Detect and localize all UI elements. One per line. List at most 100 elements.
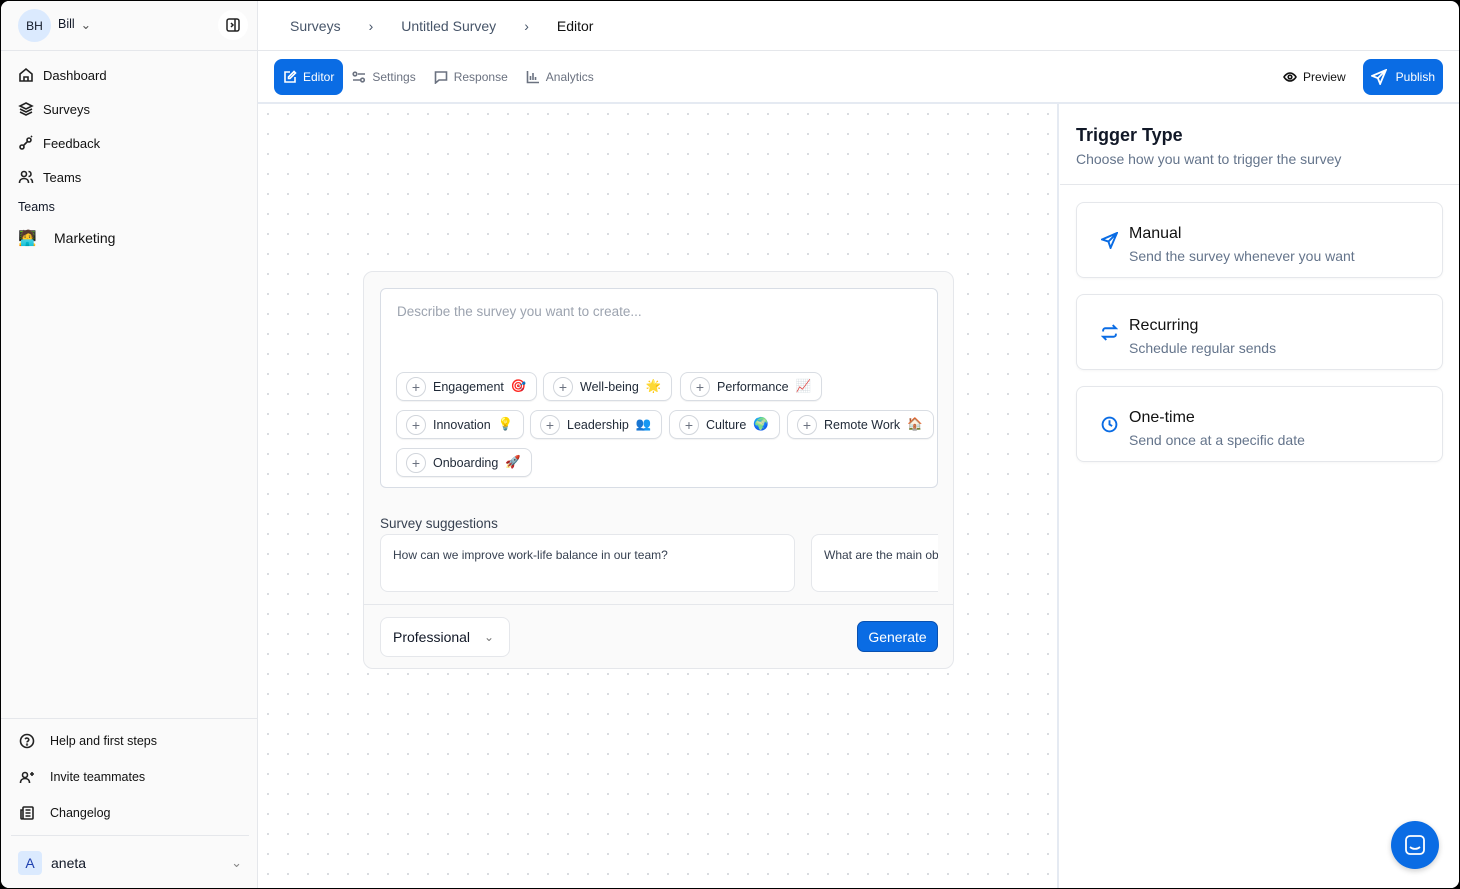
label: Marketing <box>54 230 116 246</box>
sidebar-item-surveys[interactable]: Surveys <box>18 101 90 117</box>
label: Engagement <box>433 379 504 394</box>
invite-link[interactable]: Invite teammates <box>19 769 145 785</box>
chevron-right-icon: › <box>368 17 374 34</box>
people-icon: 👥 <box>635 417 652 431</box>
sliders-icon <box>352 70 366 83</box>
plus-icon: + <box>797 414 817 435</box>
option-title: Recurring <box>1129 317 1199 334</box>
label: Editor <box>303 69 335 84</box>
suggestion-card[interactable]: How can we improve work-life balance in … <box>380 534 795 592</box>
message-square-icon <box>434 70 448 84</box>
plus-icon: + <box>540 414 560 435</box>
tab-response[interactable]: Response <box>425 59 517 95</box>
generate-button[interactable]: Generate <box>857 621 938 652</box>
label: Culture <box>706 417 747 432</box>
prompt-input[interactable]: Describe the survey you want to create..… <box>380 288 938 488</box>
option-title: Manual <box>1129 225 1182 242</box>
editor-canvas: Describe the survey you want to create..… <box>258 104 1059 888</box>
sidebar-item-dashboard[interactable]: Dashboard <box>18 67 107 83</box>
star-icon: 🌟 <box>645 379 662 393</box>
chip-onboarding[interactable]: + Onboarding 🚀 <box>396 448 532 477</box>
sidebar-item-teams[interactable]: Teams <box>18 169 81 185</box>
sidebar-toggle-icon <box>226 18 240 32</box>
bar-chart-icon <box>526 70 539 83</box>
trigger-subtitle: Choose how you want to trigger the surve… <box>1076 151 1342 167</box>
prompt-placeholder: Describe the survey you want to create..… <box>397 304 642 319</box>
label: Innovation <box>433 417 491 432</box>
label: Surveys <box>43 101 90 117</box>
label: Publish <box>1395 69 1435 84</box>
breadcrumb-surveys[interactable]: Surveys <box>290 17 341 34</box>
breadcrumb-survey[interactable]: Untitled Survey <box>401 17 497 34</box>
chart-up-icon: 📈 <box>795 379 812 393</box>
divider <box>1060 184 1459 185</box>
send-icon <box>1370 68 1387 85</box>
tab-editor[interactable]: Editor <box>274 58 344 95</box>
layers-icon <box>18 102 34 116</box>
feedback-icon <box>19 135 33 150</box>
label: Invite teammates <box>50 770 146 784</box>
option-title: One-time <box>1129 409 1195 426</box>
target-icon: 🎯 <box>510 379 527 393</box>
label: Teams <box>43 169 82 185</box>
option-desc: Send once at a specific date <box>1129 432 1305 448</box>
label: Response <box>453 69 508 84</box>
label: Preview <box>1302 69 1346 84</box>
suggestion-card[interactable]: What are the main ob <box>811 534 938 592</box>
chip-performance[interactable]: + Performance 📈 <box>680 372 823 401</box>
newspaper-icon <box>20 806 34 820</box>
trigger-option-recurring[interactable]: Recurring Schedule regular sends <box>1076 294 1443 370</box>
avatar[interactable]: BH <box>18 9 51 42</box>
plus-icon: + <box>679 414 699 435</box>
team-item-marketing[interactable]: 🧑‍💻 Marketing <box>18 229 115 247</box>
chevron-down-icon: ⌄ <box>231 855 242 870</box>
chip-innovation[interactable]: + Innovation 💡 <box>396 410 525 439</box>
help-link[interactable]: Help and first steps <box>19 733 157 749</box>
tab-settings[interactable]: Settings <box>343 59 424 95</box>
chat-icon <box>1405 835 1425 855</box>
house-icon: 🏠 <box>907 417 923 431</box>
label: Help and first steps <box>50 734 157 748</box>
chip-remote-work[interactable]: + Remote Work 🏠 <box>787 410 934 439</box>
account-avatar: A <box>18 851 42 875</box>
sidebar-item-feedback[interactable]: Feedback <box>18 135 100 151</box>
label: Analytics <box>545 69 594 84</box>
label: Remote Work <box>824 417 901 432</box>
team-emoji-icon: 🧑‍💻 <box>18 230 37 247</box>
publish-button[interactable]: Publish <box>1362 58 1443 95</box>
option-desc: Send the survey whenever you want <box>1129 248 1355 264</box>
collapse-sidebar-button[interactable] <box>218 10 248 40</box>
rocket-icon: 🚀 <box>505 455 521 469</box>
chevron-right-icon: › <box>524 17 529 34</box>
user-menu[interactable]: Bill ⌄ <box>58 17 91 32</box>
chip-culture[interactable]: + Culture 🌍 <box>669 410 780 439</box>
tone-select[interactable]: Professional ⌄ <box>380 617 510 657</box>
label: Onboarding <box>433 455 499 470</box>
preview-button[interactable]: Preview <box>1274 59 1355 95</box>
chip-engagement[interactable]: + Engagement 🎯 <box>396 372 538 401</box>
label: Settings <box>372 69 416 84</box>
plus-icon: + <box>406 414 426 435</box>
label: Performance <box>717 379 789 394</box>
tab-analytics[interactable]: Analytics <box>517 59 603 95</box>
help-circle-icon <box>19 733 35 749</box>
edit-icon <box>284 69 297 83</box>
suggestions-title: Survey suggestions <box>380 516 498 531</box>
trigger-option-one-time[interactable]: One-time Send once at a specific date <box>1076 386 1443 462</box>
account-name: aneta <box>51 855 87 871</box>
divider <box>1 718 258 719</box>
trigger-title: Trigger Type <box>1076 125 1183 145</box>
chat-support-button[interactable] <box>1391 821 1439 869</box>
send-icon <box>1101 232 1118 249</box>
trigger-option-manual[interactable]: Manual Send the survey whenever you want <box>1076 202 1443 278</box>
account-switcher[interactable]: A aneta ⌄ <box>18 850 250 876</box>
teams-heading: Teams <box>18 200 55 214</box>
chip-leadership[interactable]: + Leadership 👥 <box>530 410 663 439</box>
chip-well-being[interactable]: + Well-being 🌟 <box>543 372 673 401</box>
breadcrumb: Surveys › Untitled Survey › Editor <box>258 1 1459 51</box>
eye-icon <box>1283 71 1297 82</box>
divider <box>1 50 258 51</box>
changelog-link[interactable]: Changelog <box>19 805 110 821</box>
sidebar: BH Bill ⌄ Dashboard Surveys Feedback Team… <box>1 1 258 888</box>
